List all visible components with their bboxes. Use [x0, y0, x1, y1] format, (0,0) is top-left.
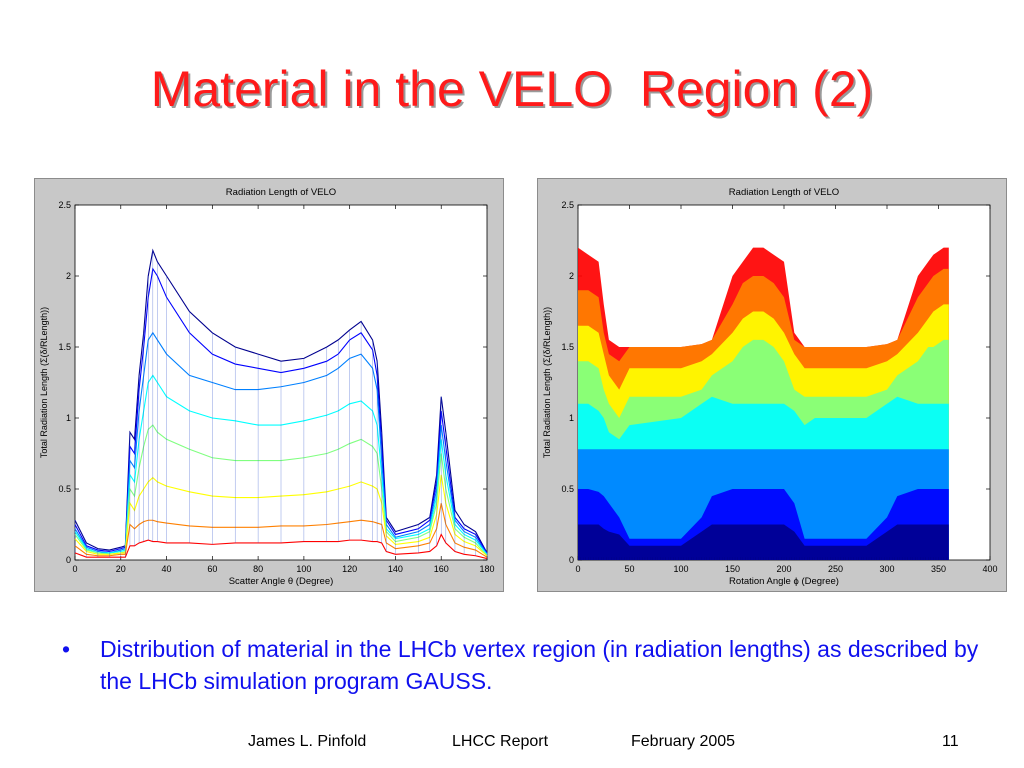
x-tick-label: 300	[879, 564, 894, 574]
y-tick-label: 1	[569, 413, 574, 423]
series-group	[74, 248, 488, 560]
series-line-5	[74, 424, 488, 557]
x-tick-label: 80	[253, 564, 263, 574]
bullet-marker: •	[62, 636, 71, 662]
x-tick-label: 100	[296, 564, 311, 574]
chart-panel-scatter-angle: Radiation Length of VELO Scatter Angle θ …	[34, 178, 504, 592]
chart-panel-rotation-angle: Radiation Length of VELO Rotation Angle ϕ…	[537, 178, 1007, 592]
y-tick-label: 0	[569, 555, 574, 565]
y-tick-label: 0.5	[561, 484, 574, 494]
x-tick-label: 250	[828, 564, 843, 574]
x-axis-label: Scatter Angle θ (Degree)	[229, 576, 334, 587]
chart-scatter-angle: Radiation Length of VELO Scatter Angle θ …	[39, 187, 495, 587]
x-tick-label: 0	[575, 564, 580, 574]
chart-rotation-angle: Radiation Length of VELO Rotation Angle ϕ…	[542, 187, 998, 587]
series-line-6	[74, 474, 488, 557]
x-tick-label: 20	[116, 564, 126, 574]
bullet-text: Distribution of material in the LHCb ver…	[100, 636, 979, 694]
slide-title: Material in the VELO Region (2)	[150, 61, 874, 117]
footer-page-number: 11	[942, 733, 959, 750]
series-group	[577, 247, 949, 560]
y-axis-label: Total Radiation Length (Σ(δ/RLength))	[39, 307, 49, 458]
y-tick-label: 2	[66, 271, 71, 281]
series-line-7	[74, 503, 488, 558]
series-band-1	[578, 524, 949, 560]
x-tick-label: 0	[72, 564, 77, 574]
x-axis-label: Rotation Angle ϕ (Degree)	[729, 576, 839, 587]
series-line-8	[74, 533, 488, 560]
x-tick-label: 100	[673, 564, 688, 574]
y-tick-label: 2	[569, 271, 574, 281]
series-line-2	[74, 267, 488, 554]
footer-date: February 2005	[631, 733, 736, 750]
chart-title: Radiation Length of VELO	[226, 187, 336, 198]
x-tick-label: 50	[624, 564, 634, 574]
x-tick-label: 120	[342, 564, 357, 574]
x-tick-label: 180	[479, 564, 494, 574]
series-line-1	[74, 248, 488, 554]
x-tick-label: 350	[931, 564, 946, 574]
series-line-4	[74, 374, 488, 555]
y-axis-label: Total Radiation Length (Σ(δ/RLength))	[542, 307, 552, 458]
x-tick-label: 40	[162, 564, 172, 574]
series-line-3	[74, 331, 488, 555]
x-tick-label: 140	[388, 564, 403, 574]
footer-report: LHCC Report	[452, 733, 549, 750]
y-tick-label: 1.5	[58, 342, 71, 352]
x-tick-label: 60	[207, 564, 217, 574]
y-tick-label: 1	[66, 413, 71, 423]
footer-author: James L. Pinfold	[248, 733, 367, 750]
y-tick-label: 2.5	[58, 200, 71, 210]
x-tick-label: 200	[776, 564, 791, 574]
y-tick-label: 2.5	[561, 200, 574, 210]
y-tick-label: 1.5	[561, 342, 574, 352]
x-tick-label: 150	[725, 564, 740, 574]
y-tick-label: 0.5	[58, 484, 71, 494]
x-tick-label: 160	[434, 564, 449, 574]
y-tick-label: 0	[66, 555, 71, 565]
chart-title: Radiation Length of VELO	[729, 187, 839, 198]
x-tick-label: 400	[982, 564, 997, 574]
